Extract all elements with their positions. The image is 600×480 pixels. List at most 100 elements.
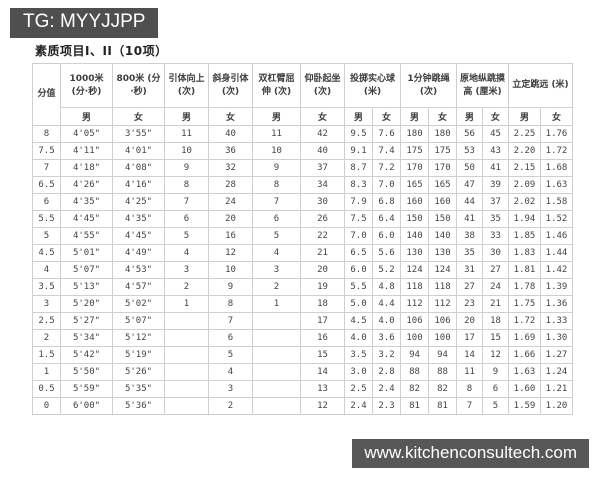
value-cell: 11: [456, 363, 483, 381]
value-cell: 50: [456, 159, 483, 177]
value-cell: 22: [300, 227, 345, 245]
value-cell: [164, 312, 209, 330]
value-cell: 5'20": [60, 295, 113, 313]
value-cell: 27: [482, 261, 509, 279]
table-row: 6 4'35" 4'25" 7 24 7 30 7.9 6.8 160 160 44 37 2.02 1.5…: [32, 193, 573, 211]
value-cell: 17: [300, 312, 345, 330]
value-cell: 12: [482, 346, 509, 364]
table-row: 0 6'00" 5'36" 2 12 2.4 2.3 81 81 7 5 1.59 1.20: [32, 397, 573, 415]
table-row: 3.5 5'13" 4'57" 2 9 2 19 5.5 4.8 118 118 27 24 1.78 1.…: [32, 278, 573, 296]
value-cell: 37: [300, 159, 345, 177]
value-cell: 4.4: [372, 295, 401, 313]
column-header-gender: 男: [60, 107, 113, 126]
value-cell: 5'36": [112, 397, 165, 415]
value-cell: 4'18": [60, 159, 113, 177]
value-cell: 3.6: [372, 329, 401, 347]
value-cell: 124: [428, 261, 457, 279]
value-cell: 1.36: [540, 295, 573, 313]
value-cell: 30: [300, 193, 345, 211]
value-cell: 1.27: [540, 346, 573, 364]
value-cell: 5'35": [112, 380, 165, 398]
value-cell: 33: [482, 227, 509, 245]
value-cell: 2.5: [344, 380, 373, 398]
value-cell: 8.3: [344, 176, 373, 194]
value-cell: 4'16": [112, 176, 165, 194]
value-cell: 2: [208, 397, 253, 415]
value-cell: 37: [482, 193, 509, 211]
value-cell: 6: [252, 210, 301, 228]
value-cell: 5'02": [112, 295, 165, 313]
header-row-items: 分值 1000米 (分·秒) 800米 (分·秒) 引体向上 (次) 斜身引体 (次) 双…: [32, 63, 573, 126]
value-cell: 9: [252, 159, 301, 177]
value-cell: 45: [482, 125, 509, 143]
value-cell: [252, 329, 301, 347]
value-cell: 165: [400, 176, 429, 194]
value-cell: [252, 312, 301, 330]
column-header-item: 投掷实心球 (米): [344, 63, 401, 108]
value-cell: 3.5: [344, 346, 373, 364]
value-cell: 1.20: [540, 397, 573, 415]
column-header-gender: 男: [508, 107, 541, 126]
value-cell: 1.59: [508, 397, 541, 415]
value-cell: 1.52: [540, 210, 573, 228]
value-cell: 1.30: [540, 329, 573, 347]
value-cell: 4'45": [60, 210, 113, 228]
value-cell: 9: [482, 363, 509, 381]
value-cell: 5: [164, 227, 209, 245]
value-cell: 2.4: [372, 380, 401, 398]
value-cell: 1: [252, 295, 301, 313]
value-cell: 20: [208, 210, 253, 228]
value-cell: 170: [400, 159, 429, 177]
value-cell: 26: [300, 210, 345, 228]
value-cell: [164, 380, 209, 398]
column-header-item: 1分钟跳绳 (次): [400, 63, 457, 108]
value-cell: 5'50": [60, 363, 113, 381]
value-cell: 7.9: [344, 193, 373, 211]
value-cell: 1.72: [540, 142, 573, 160]
value-cell: 118: [428, 278, 457, 296]
column-header-item: 仰卧起坐 (次): [300, 63, 345, 108]
value-cell: 82: [400, 380, 429, 398]
value-cell: 7.6: [372, 125, 401, 143]
score-cell: 1: [32, 363, 61, 381]
value-cell: 30: [482, 244, 509, 262]
value-cell: 3'55": [112, 125, 165, 143]
table-row: 6.5 4'26" 4'16" 8 28 8 34 8.3 7.0 165 165 47 39 2.09 1…: [32, 176, 573, 194]
value-cell: 6.0: [344, 261, 373, 279]
value-cell: [164, 397, 209, 415]
value-cell: 2.20: [508, 142, 541, 160]
value-cell: 4'49": [112, 244, 165, 262]
table-row: 7 4'18" 4'08" 9 32 9 37 8.7 7.2 170 170 50 41 2.15 1.6…: [32, 159, 573, 177]
value-cell: 5.5: [344, 278, 373, 296]
value-cell: 6.8: [372, 193, 401, 211]
value-cell: 40: [208, 125, 253, 143]
value-cell: 1.76: [540, 125, 573, 143]
score-cell: 8: [32, 125, 61, 143]
value-cell: 15: [300, 346, 345, 364]
value-cell: 4.0: [372, 312, 401, 330]
table-row: 1.5 5'42" 5'19" 5 15 3.5 3.2 94 94 14 12 1.66 1.27: [32, 346, 573, 364]
column-header-gender: 女: [300, 107, 345, 126]
value-cell: 4'01": [112, 142, 165, 160]
value-cell: 40: [300, 142, 345, 160]
value-cell: 3.0: [344, 363, 373, 381]
value-cell: 4'26": [60, 176, 113, 194]
value-cell: 8: [252, 176, 301, 194]
value-cell: 4'55": [60, 227, 113, 245]
table-row: 7.5 4'11" 4'01" 10 36 10 40 9.1 7.4 175 175 53 43 2.2…: [32, 142, 573, 160]
value-cell: 39: [482, 176, 509, 194]
value-cell: 180: [428, 125, 457, 143]
value-cell: 11: [164, 125, 209, 143]
value-cell: 130: [400, 244, 429, 262]
value-cell: 18: [482, 312, 509, 330]
table-row: 3 5'20" 5'02" 1 8 1 18 5.0 4.4 112 112 23 21 1.75 1.36: [32, 295, 573, 313]
value-cell: 175: [428, 142, 457, 160]
value-cell: 5'27": [60, 312, 113, 330]
value-cell: 4'11": [60, 142, 113, 160]
table-row: 8 4'05" 3'55" 11 40 11 42 9.5 7.6 180 180 56 45 2.25 1…: [32, 125, 573, 143]
score-cell: 5: [32, 227, 61, 245]
score-cell: 6: [32, 193, 61, 211]
value-cell: 6.4: [372, 210, 401, 228]
value-cell: 140: [400, 227, 429, 245]
